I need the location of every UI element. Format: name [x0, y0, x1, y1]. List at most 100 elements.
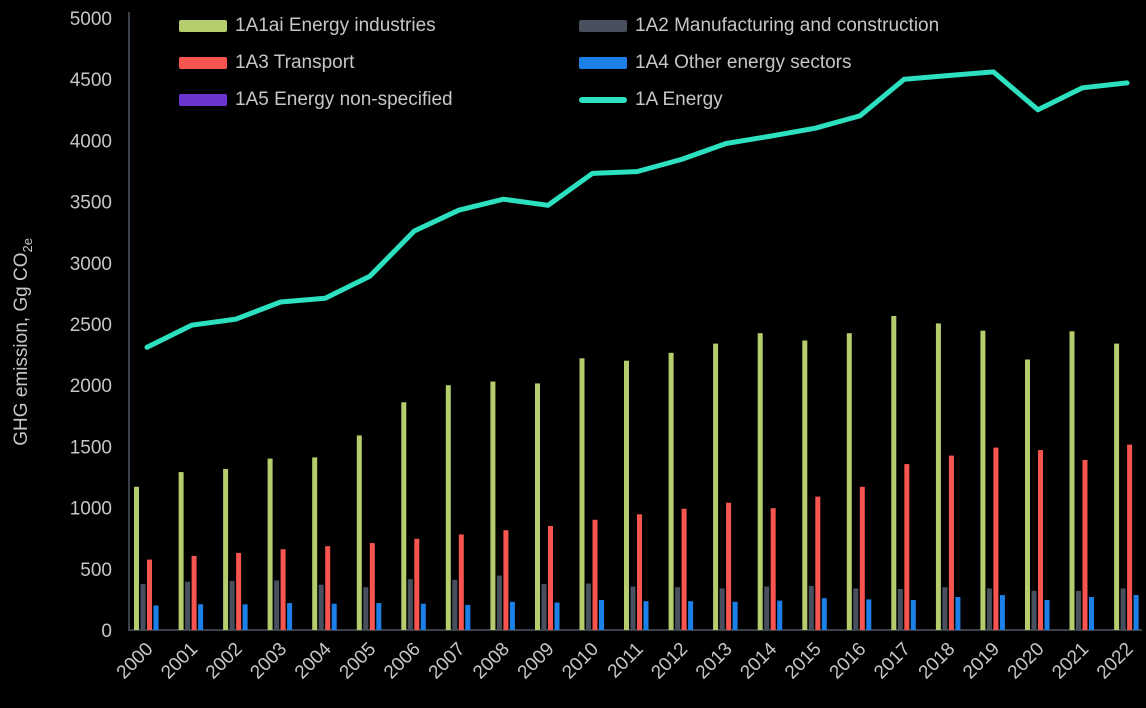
bar	[986, 588, 992, 630]
x-tick-label: 2006	[380, 639, 425, 684]
legend-label-energy-non-specified: 1A5 Energy non-specified	[235, 88, 453, 110]
bar	[1031, 590, 1037, 630]
bar	[1127, 444, 1133, 630]
bar	[401, 402, 407, 630]
legend-item-other-energy: 1A4 Other energy sectors	[579, 51, 939, 74]
x-tick-label: 2013	[692, 639, 737, 684]
bar	[777, 600, 783, 630]
legend-column-right: 1A2 Manufacturing and construction 1A4 O…	[579, 14, 939, 111]
bar	[242, 604, 248, 630]
y-axis-title: GHG emission, Gg CO2e	[11, 197, 35, 487]
bar	[369, 543, 375, 630]
bar	[554, 602, 560, 630]
x-tick-label: 2003	[246, 639, 291, 684]
bar	[191, 555, 197, 630]
bar	[866, 599, 872, 630]
legend-label-transport: 1A3 Transport	[235, 51, 355, 73]
bar	[420, 603, 426, 630]
bar	[675, 587, 681, 630]
bar	[1114, 343, 1120, 630]
y-axis-title-text: GHG emission, Gg CO	[11, 252, 33, 446]
bar	[726, 502, 732, 630]
x-tick-label: 2017	[870, 639, 915, 684]
bar	[853, 588, 859, 630]
x-tick-label: 2000	[113, 639, 158, 684]
bar	[198, 604, 204, 630]
bar	[935, 323, 941, 630]
bar	[891, 316, 897, 630]
bar	[1069, 331, 1075, 630]
y-tick-label: 1000	[70, 499, 112, 520]
bar	[859, 486, 865, 630]
x-tick-label: 2015	[781, 639, 826, 684]
legend-swatch-energy-total	[579, 96, 627, 103]
legend-swatch-transport	[179, 56, 227, 69]
bar	[458, 534, 464, 630]
bar	[1089, 597, 1094, 630]
bar	[637, 514, 642, 630]
bar	[178, 472, 184, 630]
bar	[325, 546, 331, 630]
legend-label-energy-industries: 1A1ai Energy industries	[235, 14, 436, 36]
bar	[757, 333, 763, 630]
bar	[445, 385, 451, 630]
bar	[312, 457, 318, 630]
legend-label-manufacturing: 1A2 Manufacturing and construction	[635, 14, 940, 36]
bar	[732, 601, 738, 630]
bar	[1025, 359, 1030, 630]
bar	[1082, 459, 1088, 630]
bar	[229, 581, 235, 630]
x-tick-label: 2001	[157, 639, 202, 684]
bar	[280, 549, 286, 630]
bar-series	[153, 595, 1139, 630]
x-tick-label: 2020	[1004, 639, 1049, 684]
bar	[713, 343, 719, 630]
bar	[153, 605, 159, 630]
bar	[376, 603, 382, 630]
bar	[407, 579, 413, 630]
x-tick-label: 2007	[425, 639, 470, 684]
bar	[897, 589, 903, 630]
bar	[630, 586, 636, 630]
bar	[465, 604, 471, 630]
legend-label-energy-total: 1A Energy	[635, 88, 723, 110]
bar	[980, 330, 986, 630]
bar	[668, 352, 674, 630]
x-tick-label: 2016	[826, 639, 871, 684]
bar	[1133, 595, 1139, 630]
bar	[223, 469, 229, 630]
y-tick-label: 2500	[70, 315, 112, 336]
bar	[802, 340, 808, 630]
bar	[548, 526, 553, 630]
bar-series	[140, 575, 1126, 630]
bar	[599, 600, 604, 630]
x-tick-label: 2014	[736, 638, 781, 683]
x-tick-label: 2012	[647, 639, 692, 684]
bar	[904, 464, 910, 630]
bar	[363, 587, 369, 630]
bar	[414, 538, 420, 630]
bar	[509, 601, 515, 630]
bar	[1038, 450, 1043, 630]
bar	[808, 585, 814, 630]
bar	[719, 588, 725, 630]
bar	[236, 552, 242, 630]
y-tick-label: 0	[101, 621, 112, 642]
bar	[356, 435, 362, 630]
y-tick-label: 3500	[70, 193, 112, 214]
bar	[1076, 590, 1081, 630]
bar	[764, 586, 770, 630]
x-tick-label: 2004	[291, 638, 336, 683]
bar	[541, 584, 547, 630]
bar	[1120, 588, 1126, 630]
y-tick-label: 1500	[70, 437, 112, 458]
bar	[134, 486, 139, 630]
x-tick-label: 2010	[558, 639, 603, 684]
bar	[579, 358, 585, 630]
bar-series	[147, 444, 1133, 630]
x-tick-label: 2009	[514, 639, 559, 684]
bar	[287, 603, 293, 630]
bar	[490, 381, 496, 630]
x-tick-label: 2008	[469, 639, 514, 684]
legend-item-energy-total: 1A Energy	[579, 88, 939, 111]
